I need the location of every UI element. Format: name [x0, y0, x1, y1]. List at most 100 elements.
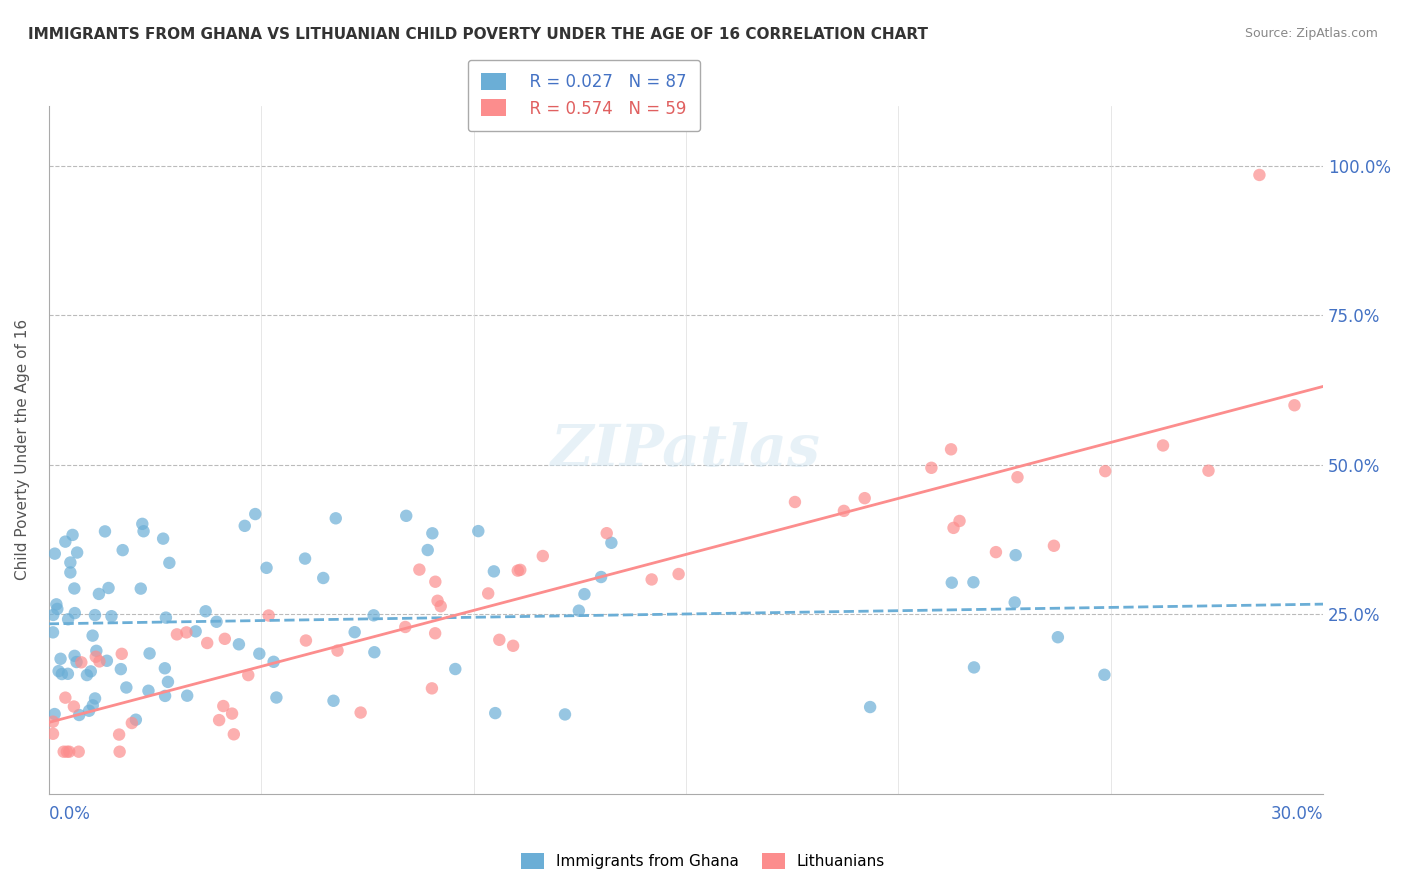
Point: [87, 587, 110, 601]
Point: [221, 706, 243, 721]
Point: [94, 524, 117, 539]
Point: [166, 627, 188, 641]
Point: [44, 547, 66, 561]
Point: [395, 508, 418, 523]
Point: [574, 587, 596, 601]
Point: [132, 524, 155, 539]
Text: 0.0%: 0.0%: [49, 805, 90, 823]
Point: [477, 586, 499, 600]
Point: [138, 647, 160, 661]
Point: [295, 633, 318, 648]
Point: [56, 745, 79, 759]
Point: [53, 534, 76, 549]
Point: [42, 625, 65, 640]
Point: [45, 598, 67, 612]
Point: [245, 507, 267, 521]
Point: [326, 643, 349, 657]
Point: [783, 495, 806, 509]
Point: [1007, 470, 1029, 484]
Point: [111, 543, 134, 558]
Point: [363, 608, 385, 623]
Point: [86, 644, 108, 658]
Point: [1152, 438, 1174, 452]
Point: [263, 655, 285, 669]
Y-axis label: Child Poverty Under the Age of 16: Child Poverty Under the Age of 16: [15, 319, 30, 581]
Point: [1198, 464, 1220, 478]
Point: [502, 639, 524, 653]
Point: [42, 714, 65, 729]
Point: [131, 516, 153, 531]
Point: [46, 602, 69, 616]
Point: [426, 594, 449, 608]
Point: [531, 549, 554, 563]
Point: [194, 604, 217, 618]
Point: [63, 648, 86, 663]
Point: [155, 610, 177, 624]
Point: [184, 624, 207, 639]
Point: [82, 629, 104, 643]
Point: [963, 660, 986, 674]
Point: [176, 625, 198, 640]
Point: [1284, 398, 1306, 412]
Point: [42, 607, 65, 622]
Point: [59, 556, 82, 570]
Point: [53, 690, 76, 705]
Point: [44, 707, 66, 722]
Point: [853, 491, 876, 505]
Legend: Immigrants from Ghana, Lithuanians: Immigrants from Ghana, Lithuanians: [515, 847, 891, 875]
Point: [238, 668, 260, 682]
Point: [591, 570, 613, 584]
Text: Source: ZipAtlas.com: Source: ZipAtlas.com: [1244, 27, 1378, 40]
Point: [205, 615, 228, 629]
Point: [153, 661, 176, 675]
Point: [48, 664, 70, 678]
Point: [214, 632, 236, 646]
Point: [63, 699, 86, 714]
Point: [84, 649, 107, 664]
Point: [108, 745, 131, 759]
Point: [349, 706, 371, 720]
Point: [63, 606, 86, 620]
Point: [42, 727, 65, 741]
Point: [941, 575, 963, 590]
Point: [51, 667, 73, 681]
Point: [1043, 539, 1066, 553]
Point: [506, 564, 529, 578]
Point: [66, 545, 89, 559]
Point: [1249, 168, 1271, 182]
Point: [343, 625, 366, 640]
Point: [84, 691, 107, 706]
Point: [157, 556, 180, 570]
Text: IMMIGRANTS FROM GHANA VS LITHUANIAN CHILD POVERTY UNDER THE AGE OF 16 CORRELATIO: IMMIGRANTS FROM GHANA VS LITHUANIAN CHIL…: [28, 27, 928, 42]
Point: [80, 665, 103, 679]
Point: [939, 442, 962, 457]
Point: [67, 708, 90, 723]
Point: [49, 652, 72, 666]
Point: [63, 582, 86, 596]
Point: [125, 713, 148, 727]
Point: [1004, 595, 1026, 609]
Point: [59, 566, 82, 580]
Point: [984, 545, 1007, 559]
Point: [100, 609, 122, 624]
Text: 30.0%: 30.0%: [1271, 805, 1323, 823]
Point: [156, 674, 179, 689]
Point: [948, 514, 970, 528]
Point: [247, 647, 270, 661]
Point: [509, 563, 531, 577]
Point: [312, 571, 335, 585]
Point: [84, 608, 107, 623]
Point: [65, 655, 87, 669]
Point: [484, 706, 506, 720]
Point: [266, 690, 288, 705]
Point: [962, 575, 984, 590]
Point: [129, 582, 152, 596]
Point: [394, 620, 416, 634]
Point: [422, 526, 444, 541]
Point: [859, 700, 882, 714]
Point: [257, 608, 280, 623]
Point: [96, 654, 118, 668]
Point: [420, 681, 443, 696]
Point: [322, 694, 344, 708]
Point: [115, 681, 138, 695]
